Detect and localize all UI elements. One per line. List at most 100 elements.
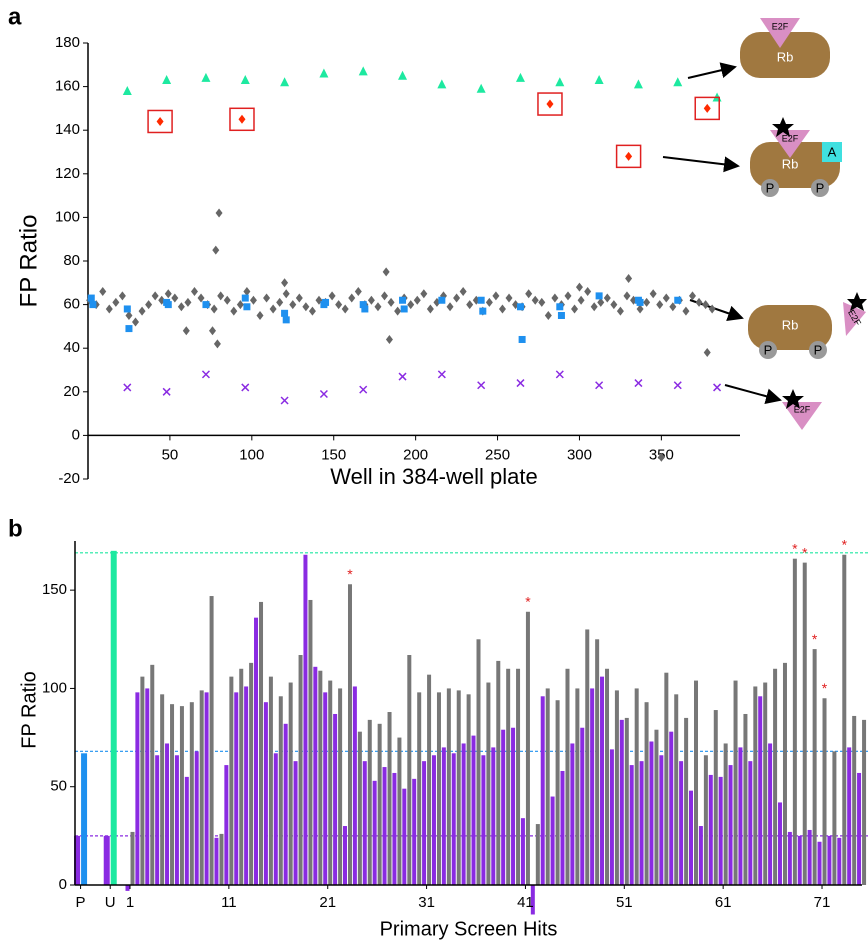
bar: [792, 558, 797, 885]
diamond-point: [281, 278, 289, 288]
bar: [249, 662, 254, 885]
x-tick-label: 21: [319, 894, 336, 911]
bar: [698, 826, 703, 885]
p-label: P: [766, 180, 775, 195]
bar: [619, 719, 624, 885]
bar: [535, 824, 540, 885]
rb-label: Rb: [777, 49, 794, 64]
e2f-shape: [770, 130, 810, 158]
bar: [239, 668, 244, 885]
bar: [140, 676, 145, 885]
diamond-point: [603, 293, 611, 303]
diamond-point: [335, 300, 343, 310]
p-shape: [811, 179, 829, 197]
diamond-point: [381, 291, 389, 301]
diamond-point: [289, 300, 297, 310]
bar: [303, 554, 308, 885]
x-point: [359, 385, 368, 394]
diamond-point: [243, 287, 251, 297]
diamond-point: [125, 311, 133, 320]
diamond-point: [151, 291, 159, 301]
diamond-point: [546, 99, 554, 109]
diamond-point: [662, 293, 670, 303]
significance-flag: *: [802, 544, 808, 560]
e2f-shape: [760, 18, 800, 48]
square-point: [164, 301, 172, 309]
diamond-point: [238, 114, 246, 124]
bar: [545, 688, 550, 885]
diamond-point: [105, 304, 113, 314]
bar: [382, 767, 387, 885]
bar: [590, 688, 595, 885]
x-point: [713, 383, 722, 392]
bar: [743, 713, 748, 885]
diagram: E2F Rb E2F A Rb P P Rb P P E2F E2F: [662, 18, 867, 430]
diamond-point: [407, 300, 415, 310]
bar: [446, 688, 451, 885]
bar: [738, 747, 743, 885]
bar: [847, 747, 852, 885]
bar: [263, 702, 268, 885]
diamond-point: [492, 291, 500, 301]
panel-label: a: [8, 3, 22, 30]
diamond-point: [459, 287, 467, 297]
e2f-label: E2F: [772, 21, 789, 31]
diamond-point: [263, 293, 271, 303]
bar: [471, 735, 476, 885]
bar: [278, 696, 283, 885]
diamond-point: [282, 289, 290, 299]
bar: [81, 753, 88, 885]
diamond-point: [367, 295, 375, 305]
y-tick-label: 140: [55, 121, 80, 138]
a-label: A: [828, 144, 837, 159]
bar: [259, 601, 264, 885]
y-tick-label: 180: [55, 34, 80, 51]
bar: [323, 692, 328, 885]
bar: [768, 743, 773, 885]
bar: [506, 668, 511, 885]
diamond-point: [328, 291, 336, 301]
bar: [288, 682, 293, 885]
e2f-label: E2F: [794, 404, 811, 414]
bar: [486, 682, 491, 885]
diamond-point: [531, 295, 539, 305]
x-axis-label: Primary Screen Hits: [380, 918, 558, 940]
diamond-point: [138, 306, 146, 316]
bar: [313, 666, 318, 885]
diamond-point: [544, 311, 552, 320]
bar: [174, 755, 179, 885]
y-tick-label: 120: [55, 165, 80, 182]
x-tick-label: 100: [239, 446, 264, 463]
x-point: [437, 370, 446, 379]
square-point: [516, 303, 524, 311]
bar: [333, 713, 338, 885]
diamond-point: [276, 297, 284, 307]
bar: [234, 692, 239, 885]
bar: [614, 690, 619, 885]
bar: [431, 755, 436, 885]
rb-shape: [750, 142, 840, 188]
triangle-point: [319, 68, 329, 78]
bar: [209, 596, 214, 885]
bar: [427, 674, 432, 885]
square-point: [399, 296, 407, 304]
bar: [170, 704, 175, 885]
panel-label: b: [8, 515, 23, 542]
x-tick-label: 41: [517, 894, 534, 911]
bar: [713, 710, 718, 885]
diamond-point: [590, 302, 598, 312]
bar: [402, 788, 407, 885]
bar: [516, 668, 521, 885]
triangle-point: [358, 66, 368, 76]
square-point: [479, 307, 487, 315]
diamond-point: [525, 289, 533, 299]
diamond-point: [182, 326, 190, 336]
y-axis-label: FP Ratio: [15, 215, 42, 308]
bar: [110, 550, 117, 885]
e2f-shape: [782, 402, 822, 430]
bar: [817, 841, 822, 885]
star: [782, 389, 804, 409]
bar: [298, 655, 303, 885]
diamond-point: [295, 293, 303, 303]
